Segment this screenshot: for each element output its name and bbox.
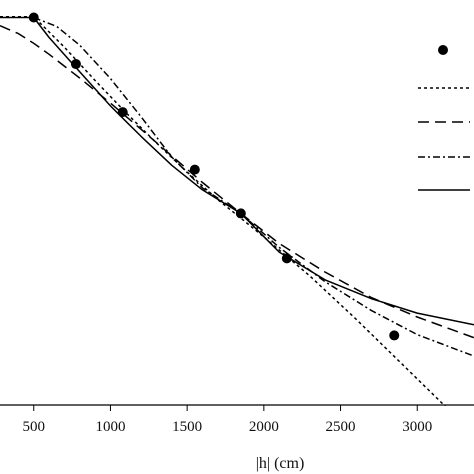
x-tick-label: 1000: [95, 419, 125, 435]
legend-marker-key: [438, 45, 448, 55]
series-line-solid: [0, 16, 474, 326]
x-tick-label: 1500: [172, 419, 202, 435]
x-tick-label: 2000: [249, 419, 279, 435]
series-layer: [0, 12, 474, 406]
series-line-dotted: [0, 15, 447, 406]
axes: 500 1000 1500 2000 2500 3000: [0, 404, 474, 435]
x-tick-label: 500: [22, 419, 45, 435]
x-tick-label: 2500: [326, 419, 356, 435]
data-point: [389, 330, 400, 341]
legend: [418, 45, 470, 191]
x-tick-label: 3000: [402, 419, 432, 435]
data-point: [189, 164, 200, 175]
x-axis-title: |h| (cm): [256, 455, 305, 472]
series-line-dash-dot: [33, 16, 474, 357]
series-line-dashed: [0, 25, 474, 339]
